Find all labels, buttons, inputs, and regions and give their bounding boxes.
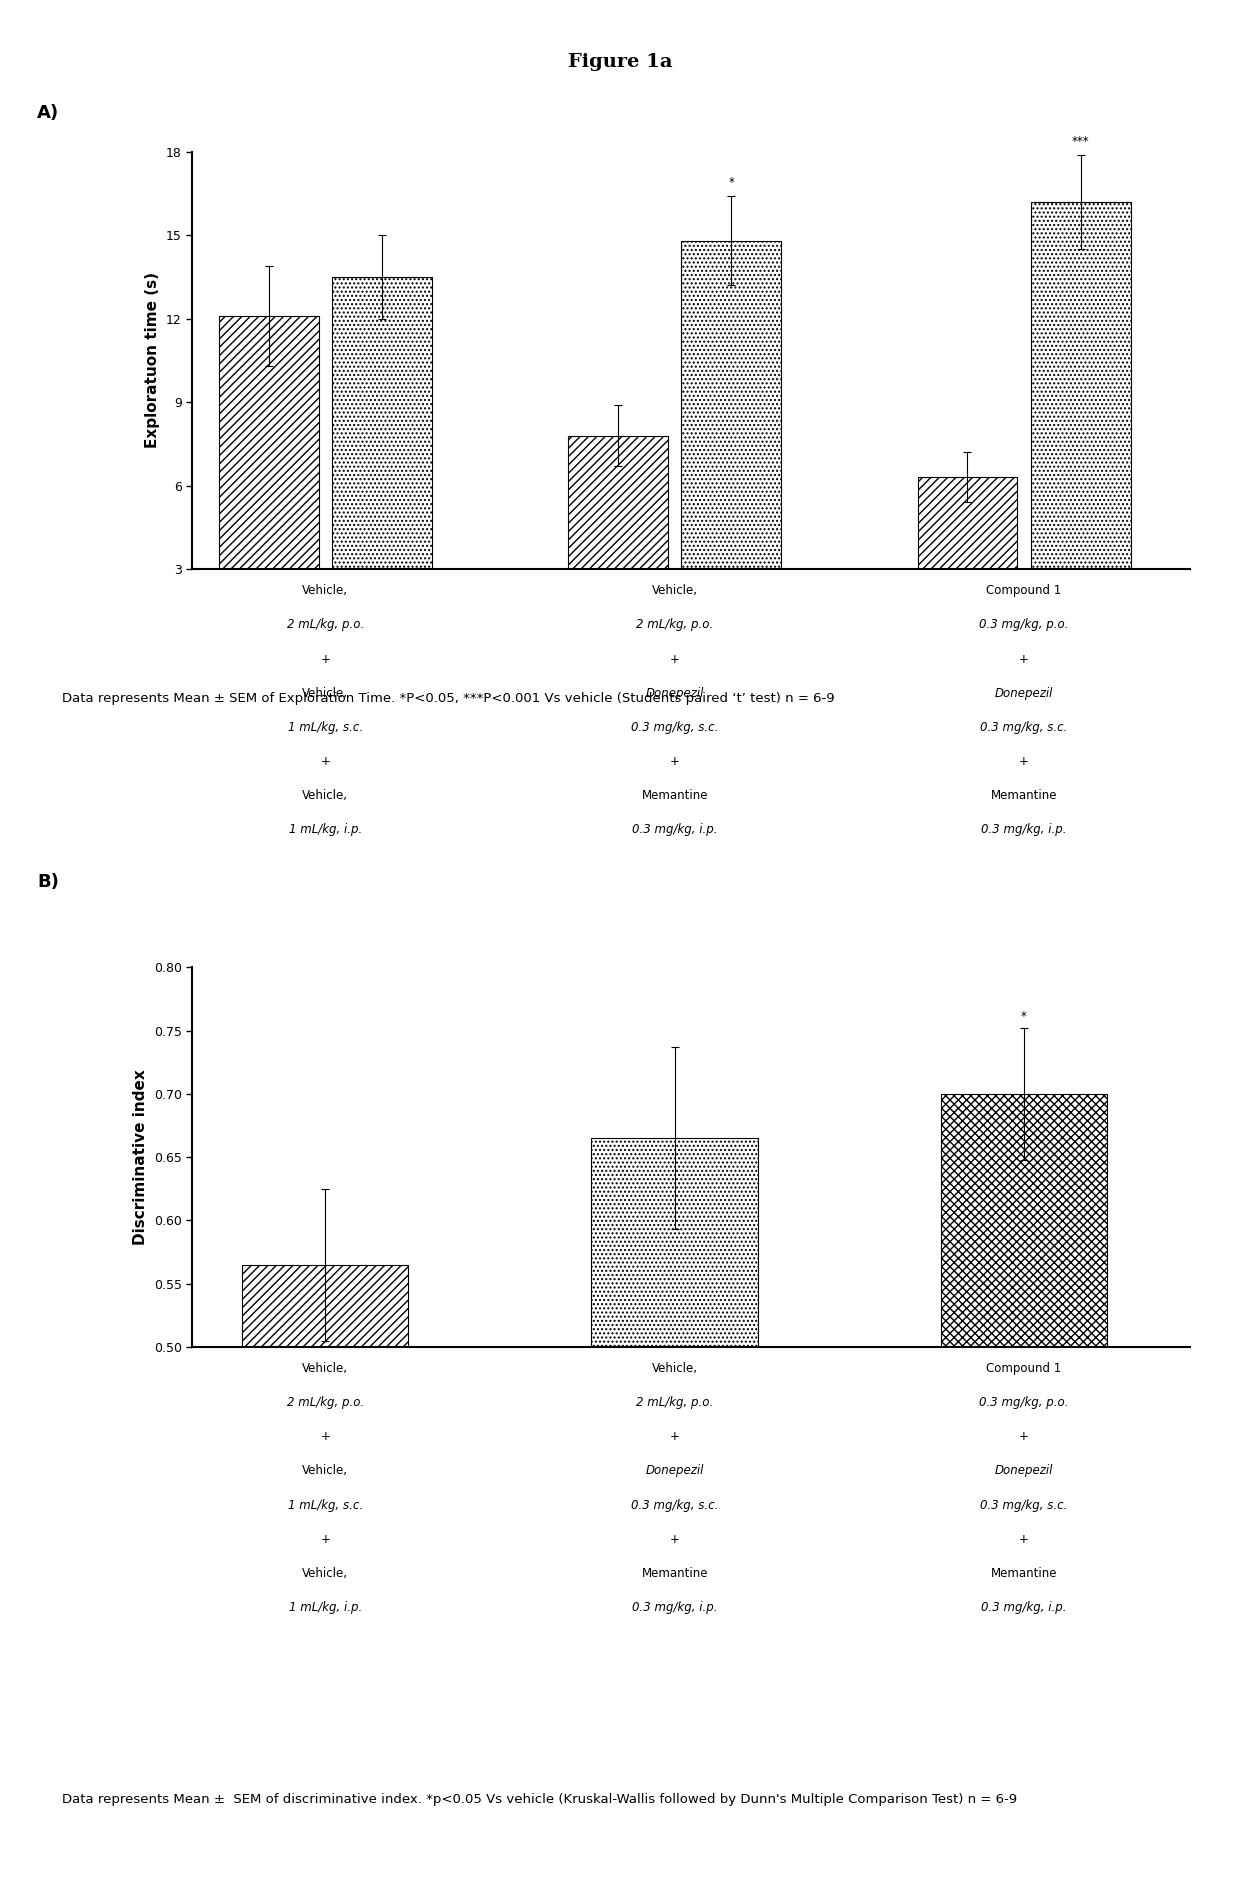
Text: Vehicle,: Vehicle, xyxy=(652,1362,698,1375)
Text: 0.3 mg/kg, i.p.: 0.3 mg/kg, i.p. xyxy=(632,823,718,837)
Text: Data represents Mean ± SEM of Exploration Time. *P<0.05, ***P<0.001 Vs vehicle (: Data represents Mean ± SEM of Exploratio… xyxy=(62,692,835,706)
Text: +: + xyxy=(1019,755,1029,768)
Text: 1 mL/kg, i.p.: 1 mL/kg, i.p. xyxy=(289,1601,362,1614)
Text: +: + xyxy=(320,755,330,768)
Text: 2 mL/kg, p.o.: 2 mL/kg, p.o. xyxy=(636,1396,713,1409)
Text: *: * xyxy=(1021,1009,1027,1022)
Text: 2 mL/kg, p.o.: 2 mL/kg, p.o. xyxy=(286,618,363,632)
Text: +: + xyxy=(320,653,330,666)
Text: Memantine: Memantine xyxy=(641,1567,708,1580)
Text: Figure 1a: Figure 1a xyxy=(568,53,672,70)
Text: +: + xyxy=(320,1430,330,1444)
Text: +: + xyxy=(1019,653,1029,666)
Text: 0.3 mg/kg, p.o.: 0.3 mg/kg, p.o. xyxy=(980,618,1069,632)
Text: 1 mL/kg, s.c.: 1 mL/kg, s.c. xyxy=(288,721,363,734)
Text: Data represents Mean ±  SEM of discriminative index. *p<0.05 Vs vehicle (Kruskal: Data represents Mean ± SEM of discrimina… xyxy=(62,1793,1017,1806)
Bar xyxy=(332,277,432,569)
Bar xyxy=(681,241,781,569)
Text: Memantine: Memantine xyxy=(991,789,1058,802)
Text: 1 mL/kg, s.c.: 1 mL/kg, s.c. xyxy=(288,1499,363,1512)
Bar xyxy=(242,1265,408,1347)
Text: ***: *** xyxy=(1071,135,1090,148)
Text: Vehicle,: Vehicle, xyxy=(652,584,698,598)
Text: 1 mL/kg, i.p.: 1 mL/kg, i.p. xyxy=(289,823,362,837)
Text: +: + xyxy=(670,653,680,666)
Text: 0.3 mg/kg, s.c.: 0.3 mg/kg, s.c. xyxy=(631,721,718,734)
Text: 2 mL/kg, p.o.: 2 mL/kg, p.o. xyxy=(636,618,713,632)
Text: Vehicle,: Vehicle, xyxy=(303,1567,348,1580)
Text: 0.3 mg/kg, s.c.: 0.3 mg/kg, s.c. xyxy=(631,1499,718,1512)
Text: Vehicle,: Vehicle, xyxy=(303,687,348,700)
Bar xyxy=(918,478,1017,569)
Text: Vehicle,: Vehicle, xyxy=(303,789,348,802)
Text: 2 mL/kg, p.o.: 2 mL/kg, p.o. xyxy=(286,1396,363,1409)
Text: +: + xyxy=(320,1533,330,1546)
Text: Compound 1: Compound 1 xyxy=(986,1362,1061,1375)
Text: Vehicle,: Vehicle, xyxy=(303,1464,348,1478)
Text: +: + xyxy=(670,755,680,768)
Bar xyxy=(568,436,668,569)
Text: Memantine: Memantine xyxy=(991,1567,1058,1580)
Text: Donepezil: Donepezil xyxy=(646,1464,704,1478)
Text: +: + xyxy=(1019,1533,1029,1546)
Text: A): A) xyxy=(37,104,60,121)
Text: B): B) xyxy=(37,873,60,890)
Text: Compound 1: Compound 1 xyxy=(986,584,1061,598)
Y-axis label: Discriminative index: Discriminative index xyxy=(133,1070,149,1244)
Text: 0.3 mg/kg, s.c.: 0.3 mg/kg, s.c. xyxy=(981,721,1068,734)
Text: Donepezil: Donepezil xyxy=(994,1464,1053,1478)
Text: 0.3 mg/kg, s.c.: 0.3 mg/kg, s.c. xyxy=(981,1499,1068,1512)
Bar xyxy=(591,1138,758,1347)
Text: Donepezil: Donepezil xyxy=(646,687,704,700)
Bar xyxy=(941,1095,1107,1347)
Text: Vehicle,: Vehicle, xyxy=(303,584,348,598)
Text: +: + xyxy=(1019,1430,1029,1444)
Bar xyxy=(218,317,319,569)
Text: 0.3 mg/kg, i.p.: 0.3 mg/kg, i.p. xyxy=(632,1601,718,1614)
Text: 0.3 mg/kg, i.p.: 0.3 mg/kg, i.p. xyxy=(981,823,1066,837)
Bar xyxy=(1030,201,1131,569)
Text: +: + xyxy=(670,1533,680,1546)
Text: *: * xyxy=(728,176,734,190)
Text: Donepezil: Donepezil xyxy=(994,687,1053,700)
Text: Memantine: Memantine xyxy=(641,789,708,802)
Text: 0.3 mg/kg, i.p.: 0.3 mg/kg, i.p. xyxy=(981,1601,1066,1614)
Y-axis label: Exploratuon time (s): Exploratuon time (s) xyxy=(145,273,160,448)
Text: 0.3 mg/kg, p.o.: 0.3 mg/kg, p.o. xyxy=(980,1396,1069,1409)
Text: Vehicle,: Vehicle, xyxy=(303,1362,348,1375)
Text: +: + xyxy=(670,1430,680,1444)
